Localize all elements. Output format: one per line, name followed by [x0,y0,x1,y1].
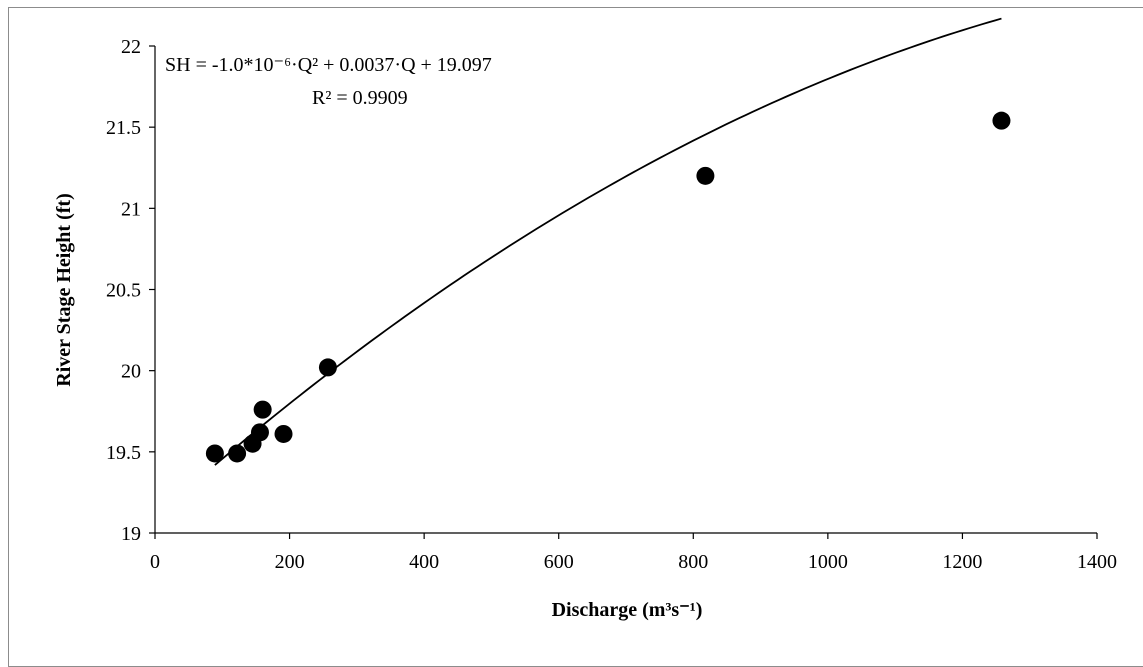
data-point [696,166,715,185]
r-squared-annotation: R² = 0.9909 [312,87,408,109]
y-tick-label: 20.5 [106,280,141,302]
y-ticks: 19 19.5 20 20.5 21 21.5 22 [106,36,155,545]
x-tick-label: 0 [150,551,160,573]
data-point [205,444,224,463]
x-tick-label: 200 [275,551,305,573]
chart-frame [8,7,1143,667]
y-tick-label: 21.5 [106,117,141,139]
x-tick-label: 1200 [942,551,982,573]
data-points [205,111,1011,463]
data-point [992,111,1011,130]
y-tick-label: 19 [121,523,141,545]
x-ticks: 0 200 400 600 800 1000 1200 1400 [150,533,1117,573]
trendline [214,17,1002,466]
x-tick-label: 1400 [1077,551,1117,573]
data-point [250,423,269,442]
y-tick-label: 22 [121,36,141,58]
y-axis-title: River Stage Height (ft) [53,193,75,386]
data-point [274,424,293,443]
y-tick-label: 21 [121,198,141,220]
x-tick-label: 600 [544,551,574,573]
data-point [318,358,337,377]
data-point [228,444,247,463]
y-tick-label: 20 [121,361,141,383]
x-axis-title: Discharge (m³s⁻¹) [552,599,703,621]
axes [154,46,1097,534]
data-point [253,400,272,419]
y-tick-label: 19.5 [106,442,141,464]
equation-annotation: SH = -1.0*10⁻⁶·Q² + 0.0037·Q + 19.097 [165,54,492,76]
x-tick-label: 1000 [808,551,848,573]
x-tick-label: 400 [409,551,439,573]
x-tick-label: 800 [678,551,708,573]
